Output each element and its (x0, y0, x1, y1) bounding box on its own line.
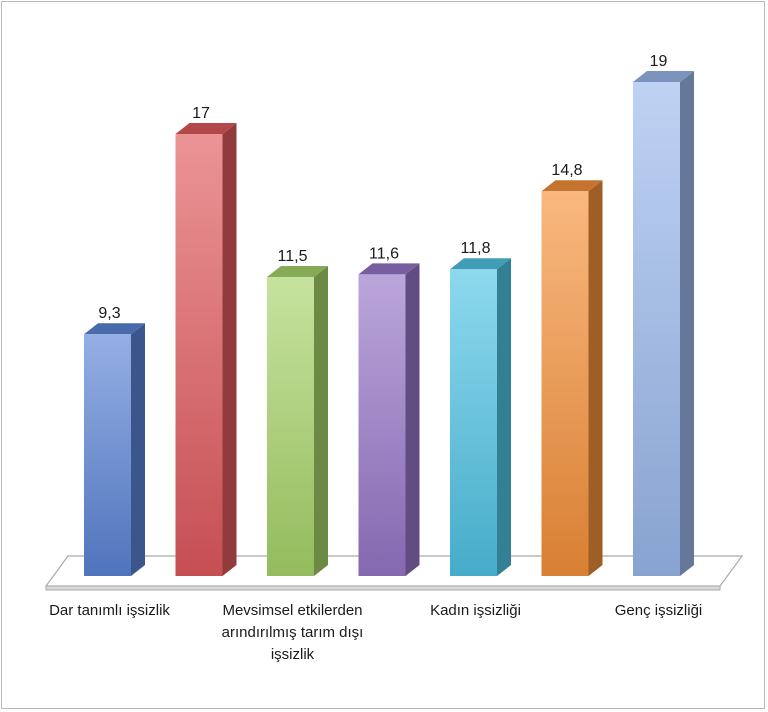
bar-front (267, 277, 314, 576)
bar-2 (175, 123, 237, 576)
bar-front (541, 191, 589, 576)
value-label: 9,3 (98, 305, 120, 322)
bar-top (541, 180, 603, 192)
category-label: Kadın işsizliği (430, 602, 521, 619)
value-label: 17 (192, 105, 210, 122)
value-label: 19 (650, 53, 668, 70)
value-label: 11,6 (369, 245, 399, 262)
bar-front (633, 82, 680, 576)
bar-5 (450, 258, 511, 576)
value-label: 11,5 (278, 248, 308, 265)
bar-7 (633, 71, 694, 576)
bar-top (84, 323, 145, 335)
category-label: Mevsimsel etkilerden arındırılmış tarım … (221, 602, 364, 663)
bar-3 (267, 266, 328, 576)
category-label: Genç işsizliği (614, 602, 703, 619)
bar-top (633, 71, 694, 82)
bar-side (131, 323, 145, 576)
bar-top (450, 258, 511, 270)
bar-front (358, 274, 406, 576)
bar-top (175, 123, 237, 134)
category-label: Dar tanımlı işsizlik (49, 602, 170, 619)
bar-4 (358, 263, 420, 576)
bar-1 (84, 323, 145, 576)
bar-side (680, 71, 694, 576)
bar-side (314, 266, 328, 576)
bar-6 (541, 180, 603, 576)
bar-side (222, 123, 237, 576)
bar-side (497, 258, 511, 576)
chart-floor-edge (45, 585, 721, 591)
bar-side (405, 263, 420, 576)
bar-side (588, 180, 603, 576)
value-label: 14,8 (551, 162, 582, 179)
bar-front (84, 334, 131, 576)
bar-front (175, 134, 223, 576)
value-label: 11,8 (461, 240, 491, 257)
bar-top (358, 263, 420, 275)
bar-front (450, 269, 497, 576)
bar-top (267, 266, 328, 277)
